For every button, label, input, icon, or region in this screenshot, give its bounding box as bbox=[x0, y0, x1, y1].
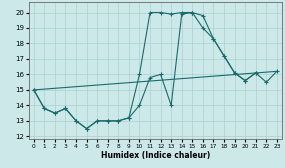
X-axis label: Humidex (Indice chaleur): Humidex (Indice chaleur) bbox=[101, 151, 210, 160]
